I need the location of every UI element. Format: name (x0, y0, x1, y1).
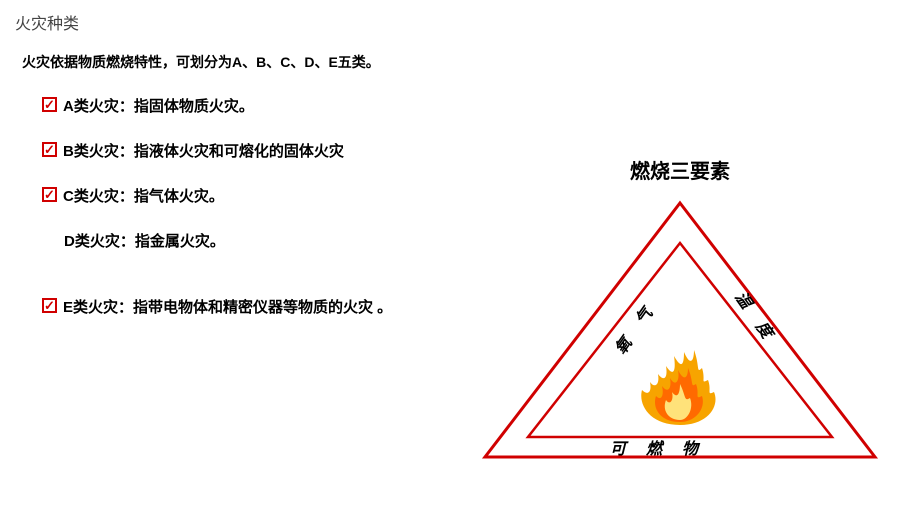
check-icon: ✓ (42, 187, 57, 202)
item-label: B类火灾：指液体火灾和可熔化的固体火灾 (63, 140, 344, 161)
check-icon: ✓ (42, 298, 57, 313)
page-title: 火灾种类 (15, 10, 79, 34)
fire-type-list: ✓ A类火灾：指固体物质火灾。 ✓ B类火灾：指液体火灾和可熔化的固体火灾 ✓ … (42, 95, 392, 341)
diagram-title: 燃烧三要素 (460, 155, 900, 184)
list-item: ✓ E类火灾：指带电物体和精密仪器等物质的火灾 。 (42, 296, 392, 317)
item-label: D类火灾：指金属火灾。 (64, 230, 225, 251)
item-label: E类火灾：指带电物体和精密仪器等物质的火灾 。 (63, 296, 392, 317)
list-item: ✓ C类火灾：指气体火灾。 (42, 185, 392, 206)
check-icon: ✓ (42, 97, 57, 112)
check-icon: ✓ (42, 142, 57, 157)
label-fuel: 可燃物 (610, 435, 718, 459)
triangle-graphic: 氧气 温度 可燃物 (480, 195, 880, 465)
intro-text: 火灾依据物质燃烧特性，可划分为A、B、C、D、E五类。 (22, 52, 380, 72)
item-label: C类火灾：指气体火灾。 (63, 185, 224, 206)
list-item: D类火灾：指金属火灾。 (42, 230, 392, 251)
item-label: A类火灾：指固体物质火灾。 (63, 95, 254, 116)
fire-triangle-diagram: 燃烧三要素 氧气 温度 可燃物 (460, 155, 900, 485)
list-item: ✓ A类火灾：指固体物质火灾。 (42, 95, 392, 116)
list-item: ✓ B类火灾：指液体火灾和可熔化的固体火灾 (42, 140, 392, 161)
flame-icon (630, 330, 730, 430)
